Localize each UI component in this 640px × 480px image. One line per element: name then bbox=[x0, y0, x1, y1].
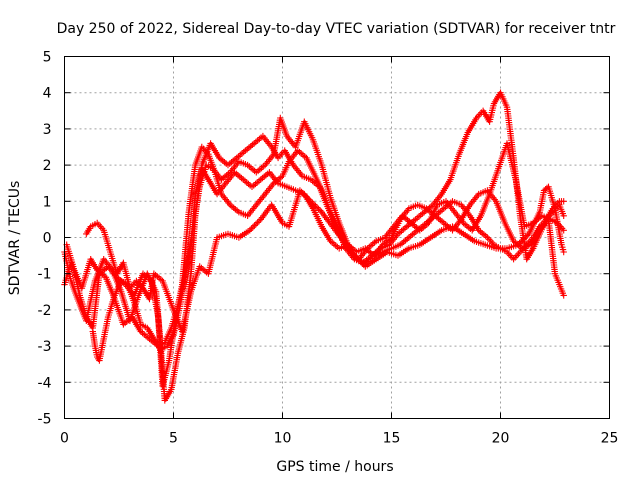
series-3 bbox=[63, 140, 567, 390]
y-tick-label: 2 bbox=[43, 158, 52, 174]
series-5 bbox=[89, 114, 567, 364]
y-tick-label: -3 bbox=[38, 339, 52, 355]
axis-ticks: 0 5 10 15 20 25 -5 -4 -3 -2 -1 0 1 2 3 4 5 bbox=[38, 50, 619, 447]
x-tick-label: 25 bbox=[601, 431, 619, 447]
y-tick-label: -5 bbox=[38, 412, 52, 428]
y-tick-label: 4 bbox=[43, 86, 52, 102]
y-tick-label: 5 bbox=[43, 50, 52, 66]
x-tick-label: 5 bbox=[169, 431, 178, 447]
x-tick-label: 0 bbox=[60, 431, 69, 447]
series-4 bbox=[83, 183, 567, 335]
series-markers bbox=[63, 140, 567, 390]
chart-title: Day 250 of 2022, Sidereal Day-to-day VTE… bbox=[57, 21, 616, 37]
x-tick-label: 10 bbox=[274, 431, 292, 447]
plot-area bbox=[61, 89, 567, 404]
y-tick-label: -2 bbox=[38, 303, 52, 319]
series-markers bbox=[89, 114, 567, 364]
x-axis-label: GPS time / hours bbox=[276, 459, 393, 475]
y-tick-label: 1 bbox=[43, 194, 52, 210]
series-markers bbox=[83, 183, 567, 335]
y-axis-label: SDTVAR / TECUs bbox=[7, 181, 23, 296]
x-tick-label: 15 bbox=[383, 431, 401, 447]
y-tick-label: -4 bbox=[38, 375, 52, 391]
y-tick-label: -1 bbox=[38, 267, 52, 283]
y-tick-label: 0 bbox=[43, 231, 52, 247]
x-tick-label: 20 bbox=[492, 431, 510, 447]
y-tick-label: 3 bbox=[43, 122, 52, 138]
